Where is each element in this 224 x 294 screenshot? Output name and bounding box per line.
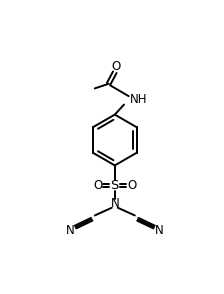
Text: O: O xyxy=(93,179,103,192)
Text: O: O xyxy=(127,179,136,192)
Text: NH: NH xyxy=(130,93,148,106)
Text: N: N xyxy=(66,224,75,237)
Text: N: N xyxy=(155,224,164,237)
Text: S: S xyxy=(111,179,119,192)
Text: O: O xyxy=(112,60,121,73)
Text: N: N xyxy=(110,197,119,211)
